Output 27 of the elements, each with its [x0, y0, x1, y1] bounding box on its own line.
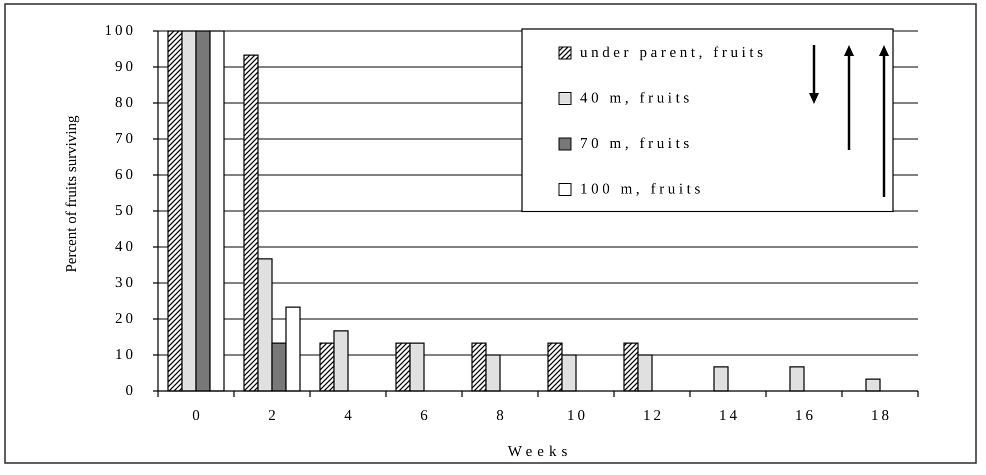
x-tick-label: 0 — [192, 408, 203, 424]
y-axis-title: Percent of fruits surviving — [64, 114, 80, 273]
x-tick-label: 18 — [871, 408, 892, 424]
x-tick-label: 16 — [795, 408, 816, 424]
y-tick-label: 80 — [115, 95, 136, 111]
y-tick-label: 10 — [115, 347, 136, 363]
x-tick-label: 8 — [496, 408, 507, 424]
y-tick-label: 90 — [115, 59, 136, 75]
y-tick-label: 50 — [115, 203, 136, 219]
x-tick-label: 4 — [344, 408, 355, 424]
y-tick-label: 20 — [115, 311, 136, 327]
y-tick-label: 40 — [115, 239, 136, 255]
x-tick-label: 14 — [719, 408, 740, 424]
y-tick-label: 100 — [104, 23, 136, 39]
x-tick-label: 6 — [420, 408, 431, 424]
y-tick-label: 30 — [115, 275, 136, 291]
x-axis-title: Weeks — [508, 444, 572, 460]
x-tick-label: 10 — [567, 408, 588, 424]
y-tick-label: 60 — [115, 167, 136, 183]
x-tick-label: 12 — [643, 408, 664, 424]
y-tick-label: 70 — [115, 131, 136, 147]
legend-label: 100 m, fruits — [580, 182, 704, 198]
legend-label: 40 m, fruits — [580, 90, 693, 106]
legend-label: under parent, fruits — [580, 45, 767, 61]
legend-label: 70 m, fruits — [580, 136, 693, 152]
x-tick-label: 2 — [268, 408, 279, 424]
y-tick-label: 0 — [126, 383, 136, 399]
